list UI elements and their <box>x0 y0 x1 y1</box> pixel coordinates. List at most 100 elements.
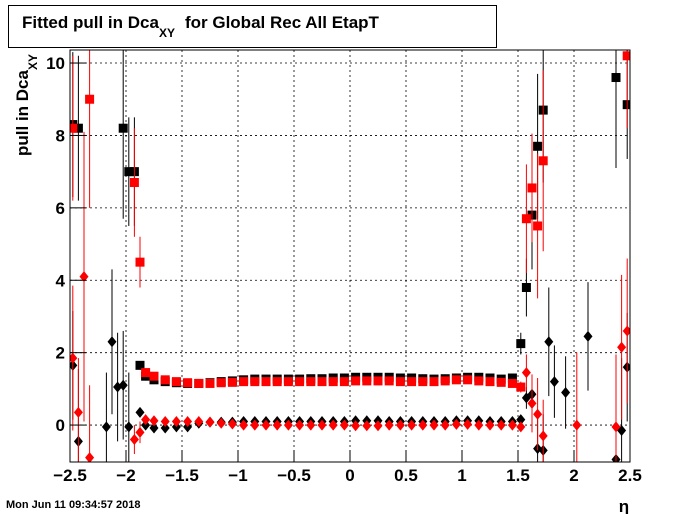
data-point <box>227 377 237 387</box>
axes: −2.5 −2 −1.5 −1 −0.5 0 0.5 1 1.5 2 2.5 0 2 4 6 8 10 <box>46 54 642 485</box>
data-point <box>160 422 170 434</box>
data-point <box>384 419 394 431</box>
data-point <box>521 367 531 379</box>
data-point <box>516 421 526 433</box>
data-point <box>485 377 495 387</box>
y-tick-label: 10 <box>46 54 65 73</box>
data-point <box>362 420 372 432</box>
data-point <box>317 377 327 387</box>
data-point <box>118 123 128 133</box>
data-point <box>73 406 83 418</box>
data-point <box>384 376 394 386</box>
data-point <box>306 377 316 387</box>
data-point <box>622 361 630 373</box>
y-label-text: pull in Dca <box>13 69 32 156</box>
data-point <box>70 359 78 371</box>
grid <box>69 50 631 462</box>
data-point <box>516 339 526 349</box>
data-point <box>572 419 582 431</box>
data-point <box>306 419 316 431</box>
x-tick-label: 1.5 <box>506 466 530 485</box>
data-point <box>239 419 249 431</box>
x-tick-label: −2.5 <box>53 466 87 485</box>
data-point <box>373 420 383 432</box>
data-point <box>351 376 361 386</box>
data-point <box>617 341 627 353</box>
data-point <box>85 94 95 104</box>
data-point <box>561 386 571 398</box>
data-point <box>362 376 372 386</box>
chart-title: Fitted pull in DcaXY for Global Rec All E… <box>22 13 380 40</box>
data-point <box>118 379 128 391</box>
plot-area <box>70 50 630 462</box>
data-point <box>533 221 543 231</box>
data-point <box>124 167 134 177</box>
data-point <box>135 360 145 370</box>
data-point <box>141 414 151 426</box>
data-point <box>463 418 473 430</box>
data-point <box>328 377 338 387</box>
data-point <box>261 419 271 431</box>
data-point <box>429 419 439 431</box>
y-tick-label: 0 <box>56 416 65 435</box>
data-point <box>205 416 215 428</box>
data-point <box>622 100 630 110</box>
data-point <box>474 376 484 386</box>
data-point <box>507 378 517 388</box>
data-point <box>521 282 531 292</box>
x-tick-label: −1 <box>228 466 247 485</box>
data-point <box>70 352 78 364</box>
data-point <box>583 330 593 342</box>
data-point <box>463 375 473 385</box>
data-point <box>227 418 237 430</box>
title-subscript: XY <box>159 26 175 40</box>
data-point <box>418 419 428 431</box>
data-point <box>295 419 305 431</box>
data-point <box>239 377 249 387</box>
x-tick-label: 2.5 <box>618 466 642 485</box>
data-point <box>194 378 204 388</box>
data-point <box>395 377 405 387</box>
data-point <box>351 420 361 432</box>
data-point <box>527 183 537 193</box>
data-point <box>622 325 630 337</box>
y-tick-label: 2 <box>56 344 65 363</box>
data-point <box>250 377 260 387</box>
data-point <box>250 419 260 431</box>
data-point <box>124 421 134 433</box>
data-point <box>538 156 548 166</box>
data-point <box>339 377 349 387</box>
data-point <box>533 141 543 151</box>
data-point <box>283 377 293 387</box>
data-point <box>160 415 170 427</box>
data-point <box>183 415 193 427</box>
title-text: Fitted pull in Dca <box>22 13 159 32</box>
data-point <box>272 377 282 387</box>
x-tick-label: −2 <box>116 466 135 485</box>
data-point <box>521 214 531 224</box>
data-point <box>85 452 95 462</box>
data-point <box>101 421 111 433</box>
data-point <box>149 371 159 381</box>
x-tick-label: 2 <box>569 466 578 485</box>
data-point <box>160 375 170 385</box>
data-point <box>429 377 439 387</box>
data-point <box>339 419 349 431</box>
data-point <box>549 376 559 388</box>
data-point <box>70 123 78 133</box>
title-box <box>8 5 497 48</box>
data-point <box>73 123 83 133</box>
data-point <box>317 419 327 431</box>
x-tick-label: 0.5 <box>394 466 418 485</box>
y-tick-label: 6 <box>56 199 65 218</box>
x-tick-label: 1 <box>457 466 466 485</box>
data-point <box>622 51 630 61</box>
timestamp: Mon Jun 11 09:34:57 2018 <box>6 499 141 511</box>
data-point <box>216 378 226 388</box>
data-point <box>516 414 526 426</box>
y-axis-label: pull in DcaXY <box>13 54 40 156</box>
data-point <box>272 419 282 431</box>
data-point <box>135 426 145 438</box>
x-tick-label: −1.5 <box>165 466 199 485</box>
